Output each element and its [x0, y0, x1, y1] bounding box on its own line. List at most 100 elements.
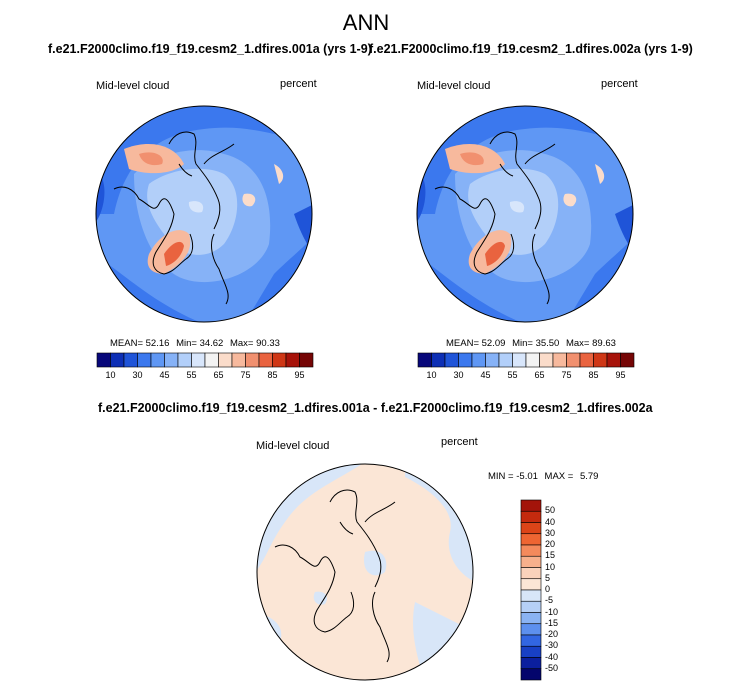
page-title: ANN	[342, 10, 390, 35]
colorbar-swatch	[520, 612, 542, 625]
colorbar-swatch	[520, 657, 542, 670]
panel-1-title: f.e21.F2000climo.f19_f19.cesm2_1.dfires.…	[48, 42, 372, 56]
colorbar-swatch	[539, 352, 554, 368]
min-label: MIN =	[488, 471, 514, 482]
panel-2-colorbar	[417, 352, 635, 368]
colorbar-tick-label: 55	[186, 370, 197, 380]
colorbar-tick-label: 95	[294, 370, 305, 380]
colorbar-tick-label: 20	[545, 539, 556, 549]
colorbar-tick-label: -20	[545, 629, 559, 639]
mean-label: MEAN=	[446, 338, 479, 349]
colorbar-tick-label: 45	[480, 370, 491, 380]
max-value: 5.79	[579, 471, 599, 482]
colorbar-swatch	[525, 352, 540, 368]
colorbar-swatch	[471, 352, 486, 368]
colorbar-swatch	[520, 544, 542, 557]
colorbar-tick-label: 85	[267, 370, 278, 380]
colorbar-swatch	[150, 352, 165, 368]
max-label: MAX =	[544, 471, 574, 482]
colorbar-tick-label: 65	[534, 370, 545, 380]
colorbar-swatch	[579, 352, 594, 368]
panel-3-variable-label: Mid-level cloud	[256, 440, 330, 452]
colorbar-tick-label: 10	[426, 370, 437, 380]
panel-1-units-label: percent	[280, 78, 317, 90]
colorbar-tick-label: 45	[159, 370, 170, 380]
colorbar-swatch	[137, 352, 152, 368]
colorbar-tick-label: -15	[545, 617, 559, 628]
colorbar-tick-label: 30	[545, 527, 556, 538]
colorbar-swatch	[177, 352, 192, 368]
mean-value: 52.16	[145, 338, 170, 349]
colorbar-swatch	[191, 352, 206, 368]
colorbar-tick-label: 30	[453, 370, 464, 380]
panel-1-map	[95, 105, 313, 323]
colorbar-tick-label: 30	[132, 370, 143, 380]
colorbar-swatch	[520, 533, 542, 546]
panel-1-colorbar	[96, 352, 314, 368]
colorbar-swatch	[552, 352, 567, 368]
mean-label: MEAN=	[110, 338, 143, 349]
max-value: 90.33	[256, 338, 280, 349]
colorbar-swatch	[417, 352, 432, 368]
colorbar-swatch	[245, 352, 260, 368]
max-label: Max=	[565, 338, 590, 349]
colorbar-swatch	[444, 352, 459, 368]
colorbar-swatch	[520, 578, 542, 591]
colorbar-tick-label: 10	[545, 561, 556, 572]
colorbar-tick-label: 95	[615, 370, 626, 380]
colorbar-tick-label: -5	[545, 595, 554, 606]
colorbar-swatch	[258, 352, 273, 368]
panel-2-stats: MEAN= 52.09 Min= 35.50 Max= 89.63	[446, 338, 616, 349]
colorbar-swatch	[299, 352, 314, 368]
panel-1-stats: MEAN= 52.16 Min= 34.62 Max= 90.33	[110, 338, 280, 349]
colorbar-swatch	[566, 352, 581, 368]
colorbar-tick-label: 75	[561, 370, 572, 380]
colorbar-swatch	[110, 352, 125, 368]
min-label: Min=	[512, 338, 533, 349]
max-value: 89.63	[592, 338, 616, 349]
colorbar-swatch	[231, 352, 246, 368]
colorbar-tick-label: -50	[545, 662, 559, 673]
panel-3-units-label: percent	[441, 436, 478, 448]
colorbar-tick-label: 85	[588, 370, 599, 380]
colorbar-swatch	[520, 634, 542, 647]
colorbar-swatch	[164, 352, 179, 368]
panel-1-variable-label: Mid-level cloud	[96, 80, 170, 92]
colorbar-tick-label: 5	[545, 572, 551, 583]
colorbar-swatch	[285, 352, 300, 368]
colorbar-swatch	[218, 352, 233, 368]
colorbar-swatch	[520, 645, 542, 658]
colorbar-tick-label: -30	[545, 640, 559, 651]
colorbar-tick-label: -40	[545, 651, 559, 662]
colorbar-swatch	[485, 352, 500, 368]
min-label: Min=	[176, 338, 197, 349]
colorbar-swatch	[458, 352, 473, 368]
colorbar-swatch	[620, 352, 635, 368]
colorbar-swatch	[123, 352, 138, 368]
colorbar-swatch	[520, 567, 542, 580]
colorbar-tick-label: 75	[240, 370, 251, 380]
colorbar-swatch	[520, 510, 542, 523]
panel-2-variable-label: Mid-level cloud	[417, 80, 491, 92]
colorbar-swatch	[520, 499, 542, 512]
colorbar-tick-label: 0	[545, 584, 551, 594]
colorbar-tick-label: 15	[545, 550, 556, 561]
colorbar-swatch	[272, 352, 287, 368]
panel-2-units-label: percent	[601, 78, 638, 90]
colorbar-swatch	[520, 668, 542, 681]
colorbar-swatch	[520, 600, 542, 613]
min-value: -5.01	[516, 471, 538, 482]
colorbar-swatch	[520, 555, 542, 568]
colorbar-swatch	[431, 352, 446, 368]
colorbar-swatch	[96, 352, 111, 368]
colorbar-tick-label: -10	[545, 606, 559, 617]
colorbar-tick-label: 40	[545, 516, 556, 527]
panel-3-stats: MIN = -5.01 MAX = 5.79	[488, 471, 598, 482]
max-label: Max=	[229, 338, 254, 349]
panel-3-title: f.e21.F2000climo.f19_f19.cesm2_1.dfires.…	[98, 401, 653, 415]
colorbar-swatch	[606, 352, 621, 368]
panel-3-colorbar	[520, 499, 542, 681]
colorbar-swatch	[520, 623, 542, 636]
colorbar-swatch	[512, 352, 527, 368]
colorbar-swatch	[593, 352, 608, 368]
